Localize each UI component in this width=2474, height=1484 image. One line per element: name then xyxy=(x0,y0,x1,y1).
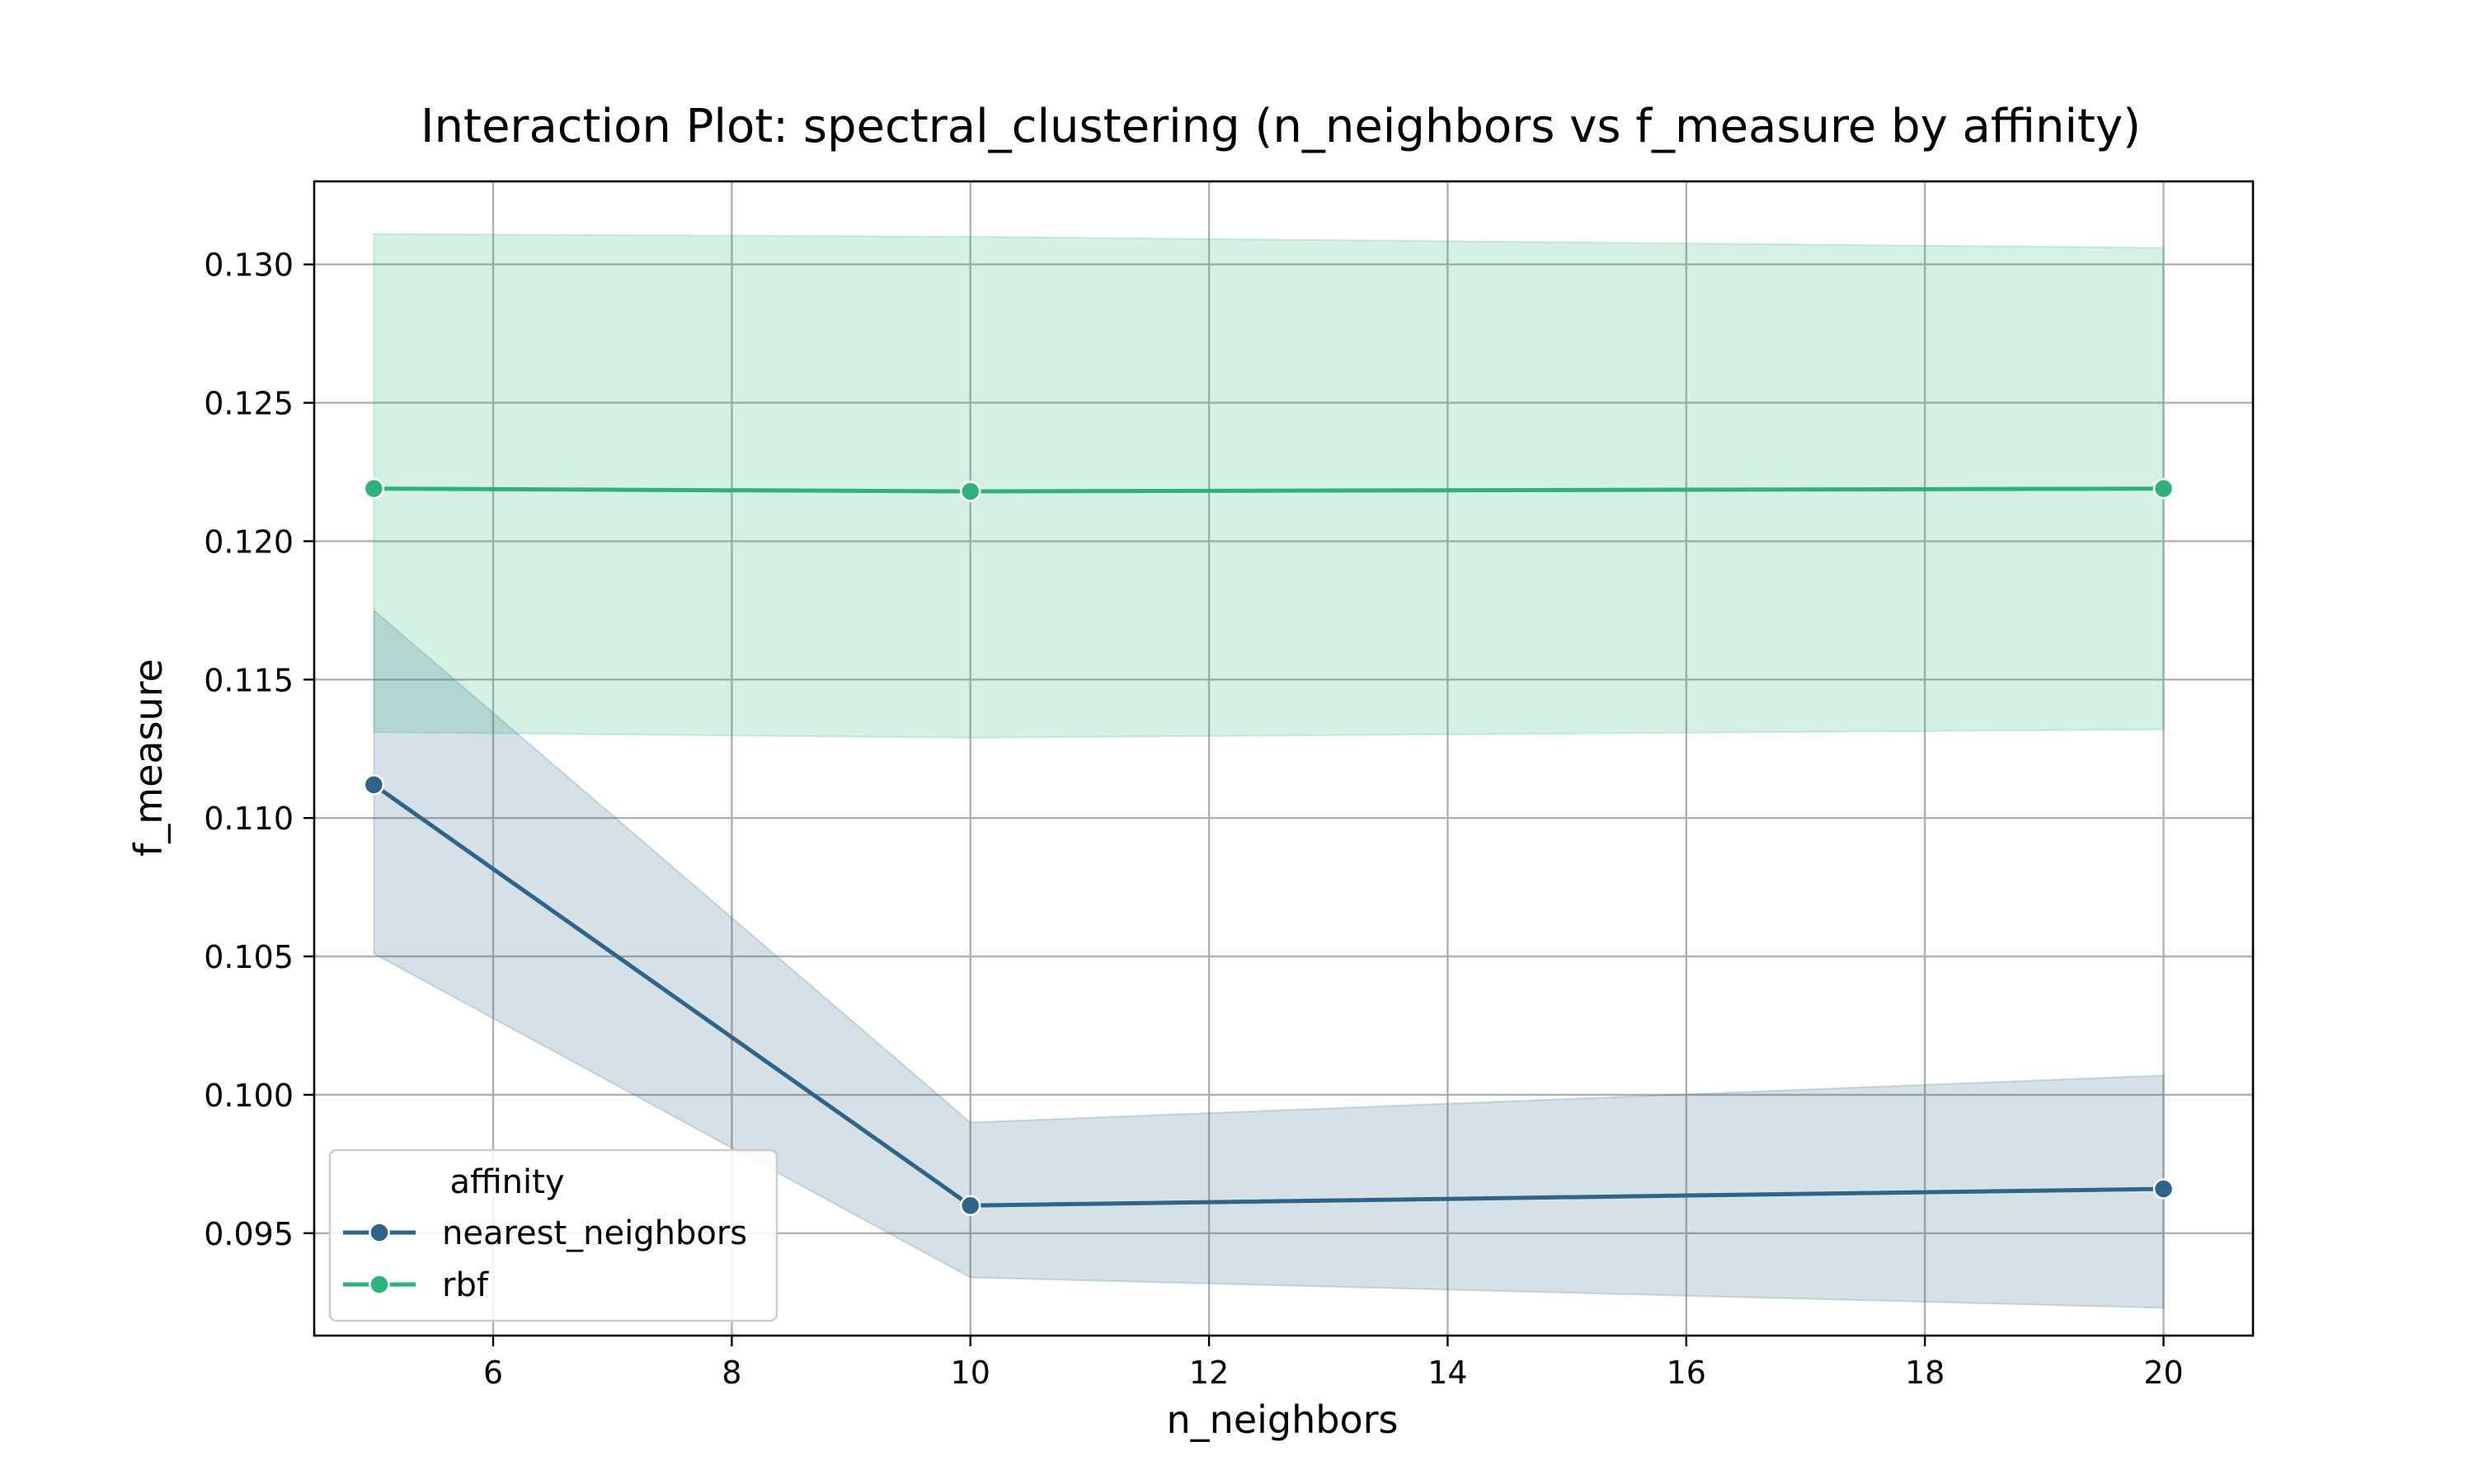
data-point-nearest-neighbors xyxy=(363,774,385,796)
x-tick-label: 14 xyxy=(1427,1355,1467,1391)
y-tick-label: 0.125 xyxy=(204,386,294,422)
legend-title: affinity xyxy=(449,1163,564,1201)
x-tick-label: 18 xyxy=(1905,1355,1945,1391)
data-point-nearest-neighbors xyxy=(2152,1178,2175,1200)
x-tick-label: 6 xyxy=(483,1355,503,1391)
confidence-band-rbf xyxy=(373,232,2165,739)
data-point-rbf xyxy=(363,477,385,500)
chart-title: Interaction Plot: spectral_clustering (n… xyxy=(421,100,2141,153)
y-tick-label: 0.130 xyxy=(204,247,294,284)
axes-frame xyxy=(313,180,2255,1337)
legend-label-rbf: rbf xyxy=(442,1266,489,1304)
y-tick-label: 0.095 xyxy=(204,1216,294,1252)
x-tick-label: 16 xyxy=(1667,1355,1706,1391)
y-tick-label: 0.100 xyxy=(204,1078,294,1114)
x-axis-label: n_neighbors xyxy=(1167,1397,1399,1442)
x-tick-label: 10 xyxy=(951,1355,990,1391)
x-tick-label: 20 xyxy=(2143,1355,2183,1391)
y-tick-label: 0.120 xyxy=(204,524,294,560)
data-point-rbf xyxy=(2152,477,2175,500)
legend-marker-rbf xyxy=(369,1274,390,1295)
legend-box xyxy=(328,1148,778,1322)
y-tick-label: 0.105 xyxy=(204,939,294,975)
data-point-rbf xyxy=(959,481,981,502)
x-tick-label: 12 xyxy=(1189,1355,1229,1391)
y-axis-label: f_measure xyxy=(126,659,171,857)
legend-label-nearest-neighbors: nearest_neighbors xyxy=(442,1214,747,1252)
legend-marker-nearest-neighbors xyxy=(369,1222,390,1243)
y-tick-label: 0.110 xyxy=(204,801,294,837)
y-tick-label: 0.115 xyxy=(204,662,294,698)
data-point-nearest-neighbors xyxy=(959,1195,981,1216)
series-line-rbf xyxy=(374,486,2164,494)
confidence-band-nearest-neighbors xyxy=(373,608,2165,1309)
x-tick-label: 8 xyxy=(722,1355,741,1391)
